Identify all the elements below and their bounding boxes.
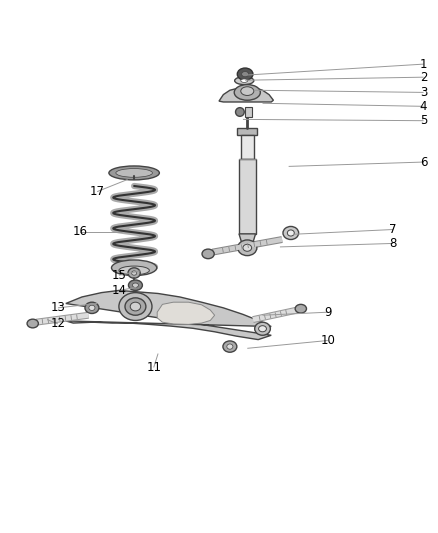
Text: 16: 16 — [72, 225, 87, 238]
Ellipse shape — [85, 302, 99, 313]
Ellipse shape — [27, 319, 39, 328]
Text: 13: 13 — [50, 301, 65, 314]
Ellipse shape — [130, 302, 141, 311]
Ellipse shape — [242, 71, 249, 77]
Text: 2: 2 — [420, 71, 427, 84]
Polygon shape — [219, 87, 273, 102]
Ellipse shape — [283, 227, 299, 239]
Ellipse shape — [241, 87, 254, 95]
Ellipse shape — [119, 293, 152, 320]
Text: 5: 5 — [420, 114, 427, 127]
Text: 4: 4 — [420, 100, 427, 113]
Bar — [237, 128, 257, 135]
Text: 9: 9 — [324, 306, 332, 319]
Ellipse shape — [223, 341, 237, 352]
Ellipse shape — [128, 280, 142, 290]
Ellipse shape — [116, 168, 152, 177]
Ellipse shape — [234, 85, 260, 100]
Ellipse shape — [236, 108, 244, 116]
Text: 17: 17 — [90, 185, 105, 198]
Text: 10: 10 — [320, 334, 335, 347]
Polygon shape — [241, 135, 254, 159]
Ellipse shape — [109, 166, 159, 180]
Polygon shape — [66, 290, 271, 340]
Ellipse shape — [243, 244, 252, 251]
Text: 1: 1 — [420, 58, 427, 70]
Polygon shape — [239, 159, 255, 234]
Ellipse shape — [235, 77, 254, 85]
Text: 7: 7 — [389, 223, 397, 236]
Ellipse shape — [125, 298, 146, 315]
Ellipse shape — [254, 322, 270, 335]
Ellipse shape — [132, 283, 138, 287]
Text: 3: 3 — [420, 86, 427, 99]
Polygon shape — [239, 234, 255, 243]
Text: 6: 6 — [420, 156, 427, 168]
Polygon shape — [157, 302, 215, 325]
Ellipse shape — [131, 271, 137, 275]
Ellipse shape — [128, 268, 140, 278]
Ellipse shape — [237, 68, 253, 80]
Text: 15: 15 — [111, 269, 126, 282]
Ellipse shape — [119, 266, 149, 275]
Text: 8: 8 — [389, 237, 397, 250]
Ellipse shape — [241, 79, 248, 83]
Text: 11: 11 — [146, 361, 161, 374]
Ellipse shape — [112, 260, 157, 276]
Ellipse shape — [287, 230, 294, 236]
Ellipse shape — [238, 240, 257, 256]
Text: 14: 14 — [111, 284, 127, 297]
Ellipse shape — [202, 249, 214, 259]
Bar — [245, 107, 252, 117]
Text: 12: 12 — [50, 318, 65, 330]
Ellipse shape — [89, 305, 95, 310]
Ellipse shape — [258, 326, 266, 332]
Ellipse shape — [227, 344, 233, 349]
Ellipse shape — [295, 304, 307, 313]
